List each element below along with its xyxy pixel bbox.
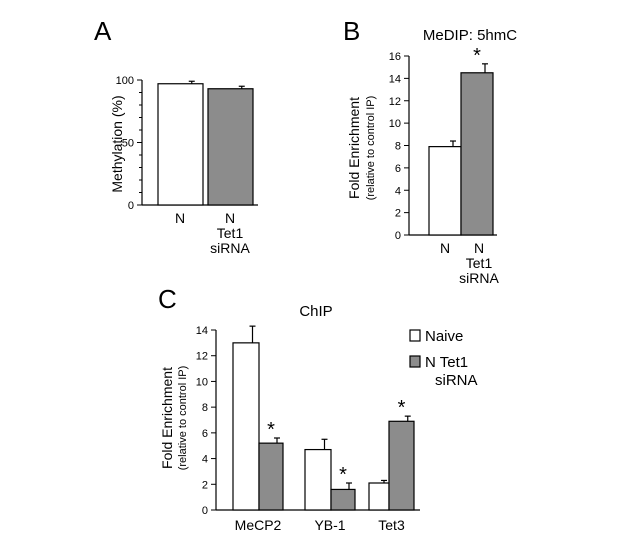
panel-b: B MeDIP: 5hmC Fold Enrichment (relative …	[343, 16, 517, 286]
panel-c-category-label: MeCP2	[235, 517, 282, 533]
panel-c-bar	[258, 442, 284, 511]
panel-c-bar	[232, 342, 260, 511]
panel-c-y-tick-label: 10	[196, 376, 208, 388]
panel-b-y-tick-label: 0	[395, 230, 401, 242]
panel-c-significance-marker: *	[398, 397, 406, 419]
panel-c-categories: MeCP2 YB-1 Tet3	[235, 517, 405, 533]
panel-letter-a: A	[94, 16, 112, 46]
panel-a-y-tick-label: 100	[116, 75, 134, 87]
panel-c-y-tick-label: 2	[202, 479, 208, 491]
panel-c-bar	[368, 482, 390, 511]
panel-letter-b: B	[343, 16, 360, 46]
panel-b-bar	[460, 72, 494, 236]
panel-a-y-axis-label: Methylation (%)	[109, 95, 125, 192]
legend-label: Naive	[425, 328, 463, 345]
panel-c-significance-marker: *	[339, 464, 347, 486]
panel-b-y-tick-label: 10	[389, 118, 401, 130]
panel-b-y-tick-label: 8	[395, 141, 401, 153]
panel-a-category-label: Tet1	[217, 225, 244, 241]
panel-c-category-label: Tet3	[378, 517, 405, 533]
panel-b-y-axis-sublabel: (relative to control IP)	[365, 96, 377, 201]
panel-a-bar	[207, 88, 254, 206]
panel-c-y-tick-label: 0	[202, 505, 208, 517]
panel-b-bars: *	[428, 45, 494, 236]
panel-a-y-tick-label: 50	[122, 138, 134, 150]
panel-b-category-label: siRNA	[459, 270, 499, 286]
panel-letter-c: C	[158, 284, 177, 314]
panel-b-y-tick-label: 12	[389, 96, 401, 108]
legend-swatch	[409, 329, 421, 342]
legend-swatch	[409, 355, 421, 368]
panel-b-y-tick-label: 6	[395, 163, 401, 175]
panel-b-significance-marker: *	[473, 45, 481, 67]
panel-c-legend: Naive N Tet1 siRNA	[409, 328, 478, 389]
panel-c-y-tick-label: 6	[202, 428, 208, 440]
panel-c-y-tick-label: 4	[202, 454, 208, 466]
panel-c-category-label: YB-1	[314, 517, 345, 533]
panel-a-bar	[157, 83, 204, 206]
panel-c-y-tick-label: 12	[196, 351, 208, 363]
panel-b-y-axis-label: Fold Enrichment	[346, 97, 362, 199]
panel-c-bar	[388, 420, 415, 511]
panel-c-y-tick-label: 14	[196, 325, 208, 337]
panel-b-y-tick-label: 4	[395, 185, 401, 197]
panel-c: C ChIP Fold Enrichment (relative to cont…	[158, 284, 478, 533]
panel-b-title: MeDIP: 5hmC	[423, 27, 517, 44]
panel-b-bar	[428, 146, 462, 236]
panel-a-category-label: N	[175, 210, 185, 226]
panel-b-category-label: N	[440, 240, 450, 256]
panel-b-category-label: N	[474, 240, 484, 256]
panel-c-y-axis-label: Fold Enrichment	[159, 367, 175, 469]
panel-c-y-axis-sublabel: (relative to control IP)	[177, 366, 189, 471]
panel-a-category-label: N	[225, 210, 235, 226]
panel-c-bar	[330, 488, 356, 511]
panel-b-y-tick-label: 14	[389, 73, 401, 85]
panel-a-category-label: siRNA	[210, 240, 250, 256]
panel-b-y-tick-label: 16	[389, 51, 401, 63]
panel-b-y-tick-label: 2	[395, 208, 401, 220]
panel-a-bars	[157, 80, 254, 206]
panel-c-bars: * * *	[232, 325, 415, 511]
panel-b-y-ticks: 0 2 4 6 8 10 12 14 16	[389, 51, 497, 242]
panel-a-y-tick-label: 0	[128, 200, 134, 212]
legend-label: N Tet1 siRNA	[425, 354, 478, 389]
panel-c-bar	[304, 448, 332, 511]
panel-c-significance-marker: *	[267, 419, 275, 441]
panel-c-title: ChIP	[299, 303, 332, 320]
panel-c-y-tick-label: 8	[202, 402, 208, 414]
panel-b-category-label: Tet1	[466, 255, 493, 271]
